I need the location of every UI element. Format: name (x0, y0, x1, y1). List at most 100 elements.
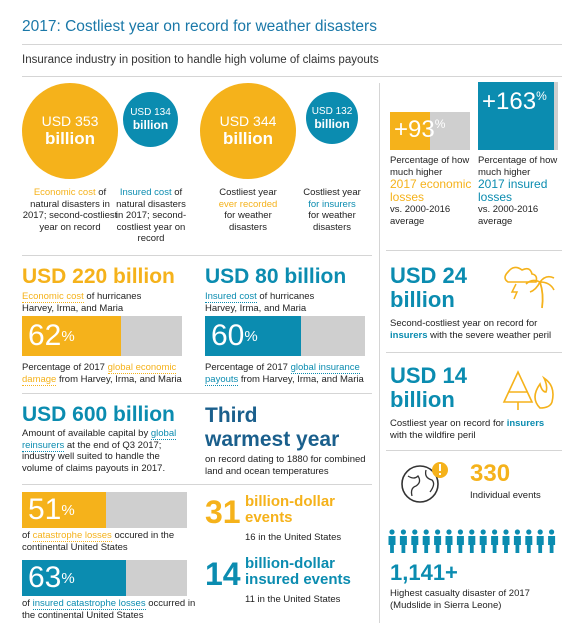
peril-unit: billion (390, 287, 455, 312)
caption-highlight: for insurers (308, 198, 356, 210)
person-icon (525, 529, 533, 553)
casualty-caption: Highest casualty disaster of 2017 (Mudsl… (390, 588, 562, 611)
bar-fill: 63% (22, 560, 126, 596)
caption-highlight: insured catastrophe losses (32, 598, 146, 610)
peril-unit: billion (390, 387, 455, 412)
caption-text: vs. 2000-2016 average (478, 204, 539, 227)
bar-rest (125, 560, 187, 596)
bar-fill: 51% (22, 492, 107, 528)
circle-unit: billion (132, 118, 169, 132)
caption-highlight: Economic cost (22, 291, 84, 303)
person-icon (536, 529, 544, 553)
caption-text: Costliest year (303, 187, 361, 198)
pct-value: +93% (394, 116, 446, 143)
divider (22, 393, 372, 394)
label-line: events (245, 509, 293, 526)
hurricane-economic-amount: USD 220 billion (22, 265, 175, 288)
caption-text: for weather disasters (308, 210, 356, 233)
divider (386, 450, 562, 451)
circle-economic-cost: USD 353 billion (22, 83, 118, 179)
caption-highlight: insurers (506, 418, 545, 429)
pct-caption-economic: Percentage of how much higher 2017 econo… (390, 155, 472, 227)
caption-text: occurred in the continental United State… (22, 598, 196, 621)
circle-unit: billion (44, 129, 96, 148)
caption-highlight: ever recorded (218, 198, 278, 210)
peril-wildfire-amount: USD 14 billion (390, 364, 467, 412)
person-icon (422, 529, 430, 553)
caption-insured-cost: Insured cost of natural disasters in 201… (112, 187, 190, 245)
billion-events-sub: 16 in the United States (245, 532, 342, 543)
caption-text: of natural disasters in 2017; second-cos… (22, 187, 118, 233)
caption-text: Harvey, Irma, and Maria (205, 302, 307, 314)
bar-fill: 60% (205, 316, 301, 356)
bar-fill: 62% (22, 316, 122, 356)
insured-cat-losses-bar: 63% (22, 560, 187, 596)
peril-wildfire-caption: Costliest year on record for insurers wi… (390, 418, 562, 441)
insured-cat-losses-caption: of insured catastrophe losses occurred i… (22, 598, 197, 621)
circle-unit: billion (222, 129, 274, 148)
warmest-caption: on record dating to 1880 for combined la… (205, 454, 366, 477)
caption-highlight: global economic damage (22, 362, 177, 386)
circle-amount: USD 344 (219, 113, 277, 129)
person-icon (513, 529, 521, 553)
person-icon (491, 529, 499, 553)
caption-text: Costliest year (219, 187, 277, 198)
caption-text: of hurricanes (86, 291, 142, 302)
caption-highlight: global insurance payouts (205, 362, 360, 386)
capital-amount: USD 600 billion (22, 403, 175, 426)
caption-text: Harvey, Irma, and Maria (22, 302, 124, 314)
warmest-heading: Third warmest year (205, 404, 339, 452)
cat-losses-caption: of catastrophe losses occured in the con… (22, 530, 197, 553)
hurricane-insured-bar: 60% (205, 316, 365, 356)
person-icon (502, 529, 510, 553)
wildfire-tree-icon (502, 370, 554, 410)
caption-highlight: Insured cost (119, 187, 172, 198)
pct-value: +163% (482, 88, 547, 115)
circle-amount: USD 134 (130, 107, 171, 118)
person-icon (434, 529, 442, 553)
caption-text: occured in the continental United States (22, 530, 175, 553)
pct-caption-insured: Percentage of how much higher 2017 insur… (478, 155, 560, 227)
divider (386, 352, 562, 353)
caption-highlight: Insured cost (205, 291, 257, 303)
warmest-line: warmest year (205, 428, 340, 451)
caption-text: Amount of available capital by (22, 428, 149, 439)
circle-amount: USD 132 (311, 105, 353, 117)
bar-rest (301, 316, 365, 356)
caption-text: Second-costliest year on record for (390, 318, 538, 329)
caption-text: of natural disasters in 2017; second-cos… (115, 187, 187, 244)
divider (386, 250, 562, 251)
billion-insured-events-sub: 11 in the United States (245, 594, 341, 605)
peril-severe-amount: USD 24 billion (390, 264, 467, 312)
column-divider (379, 83, 380, 623)
circle-costliest-ever: USD 344 billion (200, 83, 296, 179)
events-label: Individual events (470, 490, 541, 501)
circle-unit: billion (314, 116, 350, 131)
person-icon (479, 529, 487, 553)
caption-highlight: global reinsurers (22, 428, 177, 452)
hurricane-insured-caption: Percentage of 2017 global insurance payo… (205, 362, 375, 386)
caption-text: of hurricanes (259, 291, 315, 302)
caption-text: Costliest year on record for (390, 418, 505, 429)
peril-severe-caption: Second-costliest year on record for insu… (390, 318, 562, 341)
label-line: billion-dollar (245, 555, 335, 572)
label-line: insured events (245, 571, 351, 588)
caption-text: with the severe weather peril (430, 329, 552, 341)
circle-amount: USD 353 (41, 113, 99, 129)
pct-box-insured: +163% (478, 82, 558, 150)
caption-economic-cost: Economic cost of natural disasters in 20… (20, 187, 120, 233)
peril-amount: USD 14 (390, 363, 468, 388)
divider (22, 76, 562, 77)
caption-text: vs. 2000-2016 average (390, 204, 451, 227)
caption-costliest-insurers: Costliest year for insurers for weather … (292, 187, 372, 233)
hurricane-economic-desc: Economic cost of hurricanes Harvey, Irma… (22, 291, 192, 314)
page-title: 2017: Costliest year on record for weath… (22, 18, 377, 35)
casualty-count: 1,141+ (390, 560, 458, 585)
events-count: 330 (470, 460, 511, 487)
caption-text: at the end of Q3 2017; industry well sui… (22, 439, 166, 474)
caption-text: from Harvey, Irma, and Maria (240, 373, 364, 385)
caption-highlight: Economic cost (33, 187, 96, 198)
hurricane-economic-caption: Percentage of 2017 global economic damag… (22, 362, 197, 386)
circle-insured-cost: USD 134 billion (123, 92, 178, 147)
caption-text: of (22, 530, 30, 541)
